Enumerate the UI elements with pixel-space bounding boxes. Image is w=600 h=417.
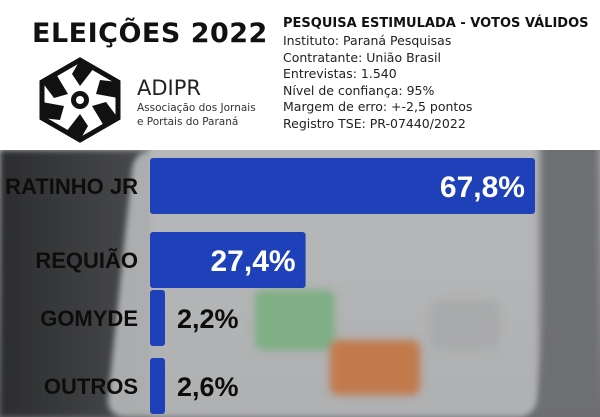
category-label-gomyde: GOMYDE	[40, 306, 138, 331]
survey-info-confidence: Nível de confiança: 95%	[283, 82, 435, 98]
survey-info-interviews: Entrevistas: 1.540	[283, 66, 397, 81]
value-label-gomyde: 2,2%	[177, 304, 239, 334]
adipr-logo-icon	[39, 57, 121, 143]
logo-subtitle-line1: Associação dos Jornais	[137, 102, 256, 114]
background-key-gray	[430, 300, 500, 350]
bar-ratinho-jr	[150, 158, 535, 214]
survey-info-institute: Instituto: Paraná Pesquisas	[283, 33, 452, 48]
bar-outros	[150, 358, 165, 414]
survey-info: PESQUISA ESTIMULADA - VOTOS VÁLIDOS Inst…	[283, 16, 593, 132]
background-shadow-right	[540, 140, 600, 417]
value-label-requiao: 27,4%	[211, 245, 296, 278]
survey-info-registration: Registro TSE: PR-07440/2022	[283, 115, 466, 131]
survey-info-margin: Margem de erro: +-2,5 pontos	[283, 99, 473, 114]
category-label-outros: OUTROS	[44, 374, 138, 399]
value-label-outros: 2,6%	[177, 372, 239, 402]
category-label-ratinho-jr: RATINHO JR	[5, 174, 138, 199]
poll-bar-chart: RATINHO JR 67,8% REQUIÃO 27,4% GOMYDE 2,2% OUT…	[0, 150, 600, 417]
value-label-ratinho-jr: 67,8%	[440, 171, 525, 204]
survey-info-contractor: Contratante: União Brasil	[283, 49, 441, 65]
header-panel: ELEIÇÕES 2022 ADIPR Associação dos Jorna…	[0, 0, 600, 150]
category-label-requiao: REQUIÃO	[35, 248, 138, 273]
survey-info-title: PESQUISA ESTIMULADA - VOTOS VÁLIDOS	[283, 16, 589, 31]
background-key-green	[255, 290, 335, 350]
background-key-orange	[330, 340, 420, 395]
poll-bar-chart-svg: RATINHO JR 67,8% REQUIÃO 27,4% GOMYDE 2,2% OUT…	[5, 158, 535, 414]
logo-subtitle-line2: e Portais do Paraná	[137, 116, 239, 128]
bar-requiao	[150, 232, 306, 288]
logo-subtitle: Associação dos Jornais e Portais do Para…	[137, 101, 267, 129]
logo-name: ADIPR	[137, 76, 201, 100]
bar-gomyde	[150, 290, 165, 346]
page-title: ELEIÇÕES 2022	[32, 18, 268, 49]
